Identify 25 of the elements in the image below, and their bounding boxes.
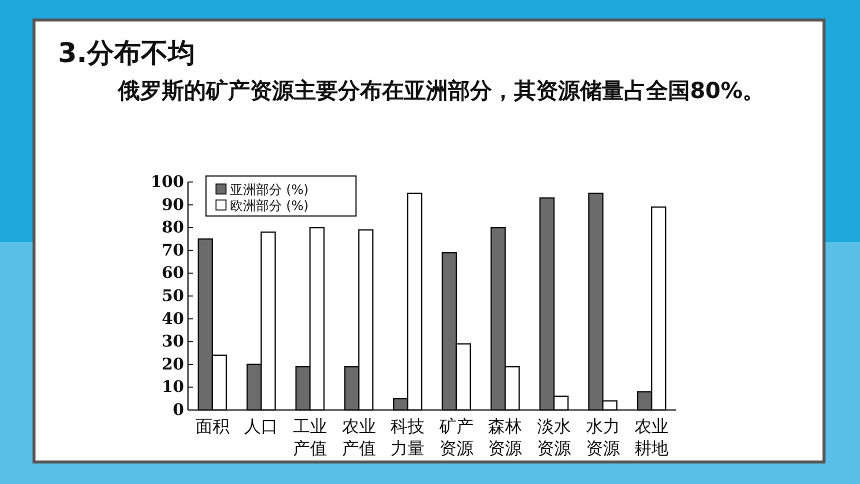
y-tick-label: 70 [162,240,184,260]
legend-label: 亚洲部分 (%) [230,183,309,198]
x-tick-label: 工业产值 [293,417,327,459]
y-tick-label: 40 [162,308,184,328]
y-tick-label: 10 [162,377,184,396]
y-tick-label: 20 [162,354,184,374]
x-tick-label: 农业耕地 [634,417,669,459]
x-tick-label: 矿产资源 [438,417,474,459]
x-tick-label: 水力资源 [586,417,620,459]
y-tick-label: 30 [162,332,184,351]
y-tick-label: 0 [172,400,184,419]
x-tick-label: 淡水资源 [537,417,571,459]
y-tick-label: 60 [162,263,184,282]
x-tick-label: 面积 [195,417,230,437]
x-tick-label: 科技力量 [390,417,425,459]
chart-title: 3.分布不均 [58,38,196,69]
legend-label: 欧洲部分 (%) [230,199,309,214]
y-tick-label: 50 [162,286,184,305]
y-tick-label: 90 [162,194,184,214]
x-tick-label: 森林资源 [488,417,522,459]
y-tick-label: 80 [162,218,184,237]
x-tick-label: 人口 [244,417,278,437]
chart-subtitle: 俄罗斯的矿产资源主要分布在亚洲部分，其资源储量占全国80%。 [116,78,766,106]
x-tick-label: 农业产值 [342,417,376,459]
y-tick-label: 100 [150,172,184,191]
